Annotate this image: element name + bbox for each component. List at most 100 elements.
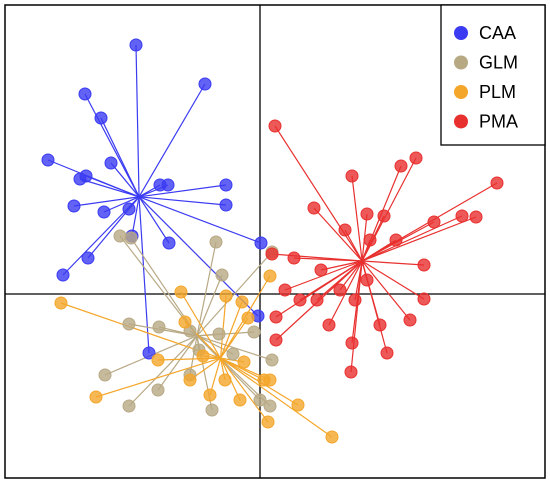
spider-line [100,117,140,198]
point [98,368,112,382]
spider-line [354,260,363,301]
legend: CAA GLM PLM PMA [440,4,546,146]
point [151,383,165,397]
point [205,403,219,417]
point [67,199,81,213]
point [209,235,223,249]
point [81,251,95,265]
legend-marker [454,55,468,70]
point [203,388,217,402]
point [363,233,377,247]
point [291,398,305,412]
legend-marker [454,85,468,99]
plot-frame [4,4,546,479]
point [409,151,423,165]
point [237,355,251,369]
spider-line [135,44,140,197]
point [427,215,441,229]
spider-line [138,196,259,317]
point [287,251,301,265]
point [360,273,374,287]
point [219,178,233,192]
spider-line [362,260,425,266]
point [178,315,192,329]
spider-line [138,196,150,354]
point [490,176,504,190]
point [174,285,188,299]
spider-line [85,175,140,198]
point [314,263,328,277]
point [265,247,279,261]
spider-line [320,260,363,271]
point [113,229,127,243]
spider-line [361,216,477,262]
spider-line [275,260,363,318]
point [152,320,166,334]
spider-line [196,274,223,337]
spider-line [351,175,363,262]
point [104,156,118,170]
point [469,210,483,224]
point [97,205,111,219]
spider-line [361,260,425,300]
point [455,209,469,223]
point [348,293,362,307]
point [78,87,92,101]
spider-line [138,196,170,244]
point [389,233,403,247]
point [73,172,87,186]
point [161,178,175,192]
point [293,293,307,307]
point [124,231,138,245]
spider-line [196,241,217,336]
spider-line [73,196,140,207]
spider-line [79,178,140,198]
point [54,296,68,310]
point [247,325,261,339]
spider-line [219,301,243,359]
spider-line [138,196,227,206]
spider-line [220,357,333,438]
point [198,77,212,91]
point [219,289,233,303]
point [94,111,108,125]
point [122,399,136,413]
point [253,393,267,407]
point [233,393,247,407]
legend-label: GLM [479,52,518,72]
point [322,318,336,332]
spider-line [157,335,198,391]
point [268,119,282,133]
point [196,349,210,363]
spider-line [138,83,206,198]
spider-line [220,357,265,381]
spider-line [128,335,198,407]
legend-marker [454,114,468,129]
point [377,209,391,223]
point [257,373,271,387]
point [151,353,165,367]
point [89,390,103,404]
spider-line [274,125,363,262]
points [41,38,504,444]
spider-line [313,207,363,262]
spider-line [350,260,363,373]
point [373,318,387,332]
point [122,317,136,331]
point [41,153,55,167]
point [226,347,240,361]
spider-line [110,162,140,198]
point [122,202,136,216]
point [218,373,232,387]
spider-line [220,357,269,423]
spider-line [361,239,397,262]
point [325,430,339,444]
point [183,373,197,387]
point [360,207,374,221]
point [345,336,359,350]
spider-line [189,335,198,376]
spider-line [138,184,227,198]
point [235,295,249,309]
spider-line [138,196,262,244]
